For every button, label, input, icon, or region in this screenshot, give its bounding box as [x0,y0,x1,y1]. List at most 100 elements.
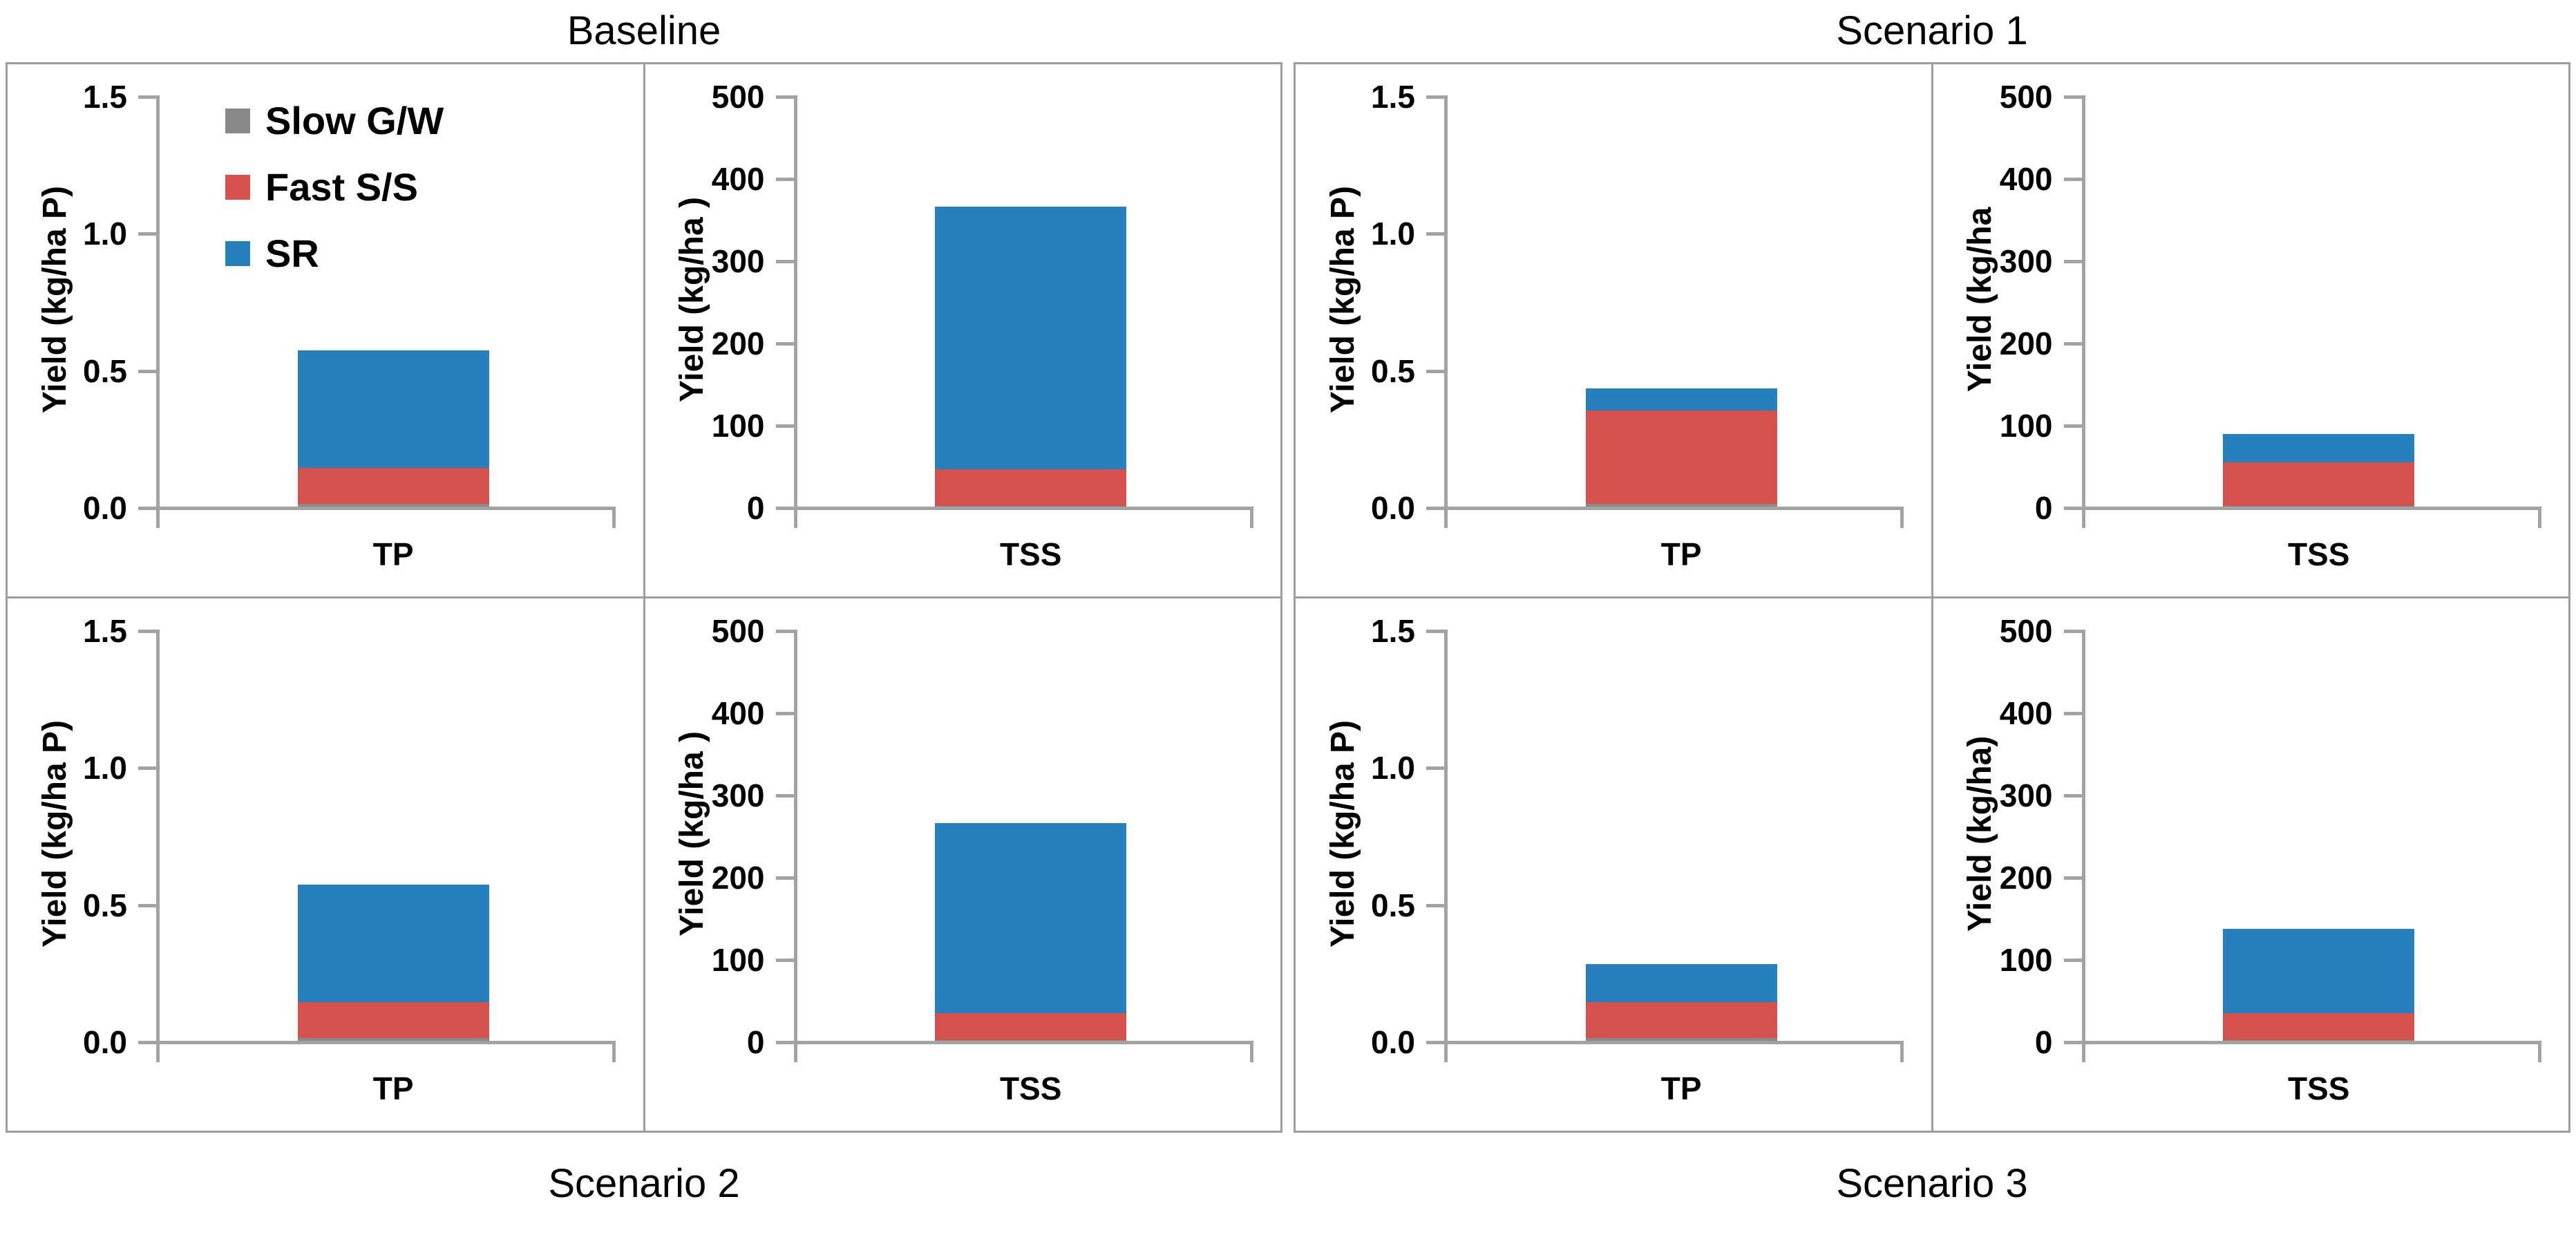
x-axis-tick [156,510,160,528]
y-tick-label: 0.5 [83,352,127,389]
y-axis-tick [2063,178,2082,181]
y-axis-title: Yield (kg/ha) [1962,735,1998,932]
y-tick-label: 0.0 [1371,1024,1415,1060]
y-tick-label: 100 [711,942,765,978]
x-axis-line [2081,1041,2541,1044]
legend-item: Slow G/W [225,101,444,141]
y-tick-label: 500 [711,613,765,649]
group-title-scenario-2: Scenario 2 [548,1161,740,1206]
y-axis-title: Yield (kg/ha P) [1324,719,1361,948]
y-tick-label: 0 [746,490,765,526]
bottom-titles-row: Scenario 2 Scenario 3 [0,1133,2576,1229]
y-axis-title: Yield (kg/ha ) [674,730,710,936]
y-axis-tick [138,903,156,907]
panel-scenario-3-tss: 0 100 200 300 400 500 Yield (kg/ha) TSS [1933,598,2568,1131]
x-category-label: TP [1660,1071,1702,1106]
x-axis-tick [2081,510,2085,528]
y-axis-tick [138,369,156,373]
bar-segment-fast [297,468,489,505]
bar-segment-fast [297,1002,489,1039]
bar-segment-slow [935,505,1127,507]
bar-segment-fast [1585,1002,1777,1039]
y-axis-tick [775,260,794,263]
y-tick-label: 400 [711,695,765,731]
x-axis-line [2081,507,2541,510]
y-tick-label: 200 [1999,860,2053,896]
y-tick-label: 0.0 [83,490,127,526]
panel-scenario-2-tp: 0.0 0.5 1.0 1.5 Yield (kg/ha P) TP [8,598,643,1131]
panel-scenario-1-tp: 0.0 0.5 1.0 1.5 Yield (kg/ha P) TP [1296,64,1931,596]
y-axis-tick [138,232,156,236]
y-axis-tick [775,630,794,633]
x-axis-line [793,507,1253,510]
bar-segment-sr [2223,434,2415,462]
y-tick-label: 0.0 [83,1024,127,1060]
y-axis-tick [775,712,794,715]
bar-segment-slow [297,504,489,507]
top-titles-row: Baseline Scenario 1 [0,0,2576,62]
y-axis-tick [1426,1041,1444,1044]
y-axis-tick [2063,876,2082,880]
y-axis-tick [2063,630,2082,633]
y-axis-tick [2063,424,2082,428]
y-axis-tick [138,507,156,510]
y-tick-label: 300 [711,777,765,813]
bar-segment-slow [935,1039,1127,1041]
y-axis-tick [775,959,794,962]
legend-label: Slow G/W [265,99,444,142]
y-axis-tick [775,95,794,99]
y-axis-tick [1426,369,1444,373]
group-left: 0.0 0.5 1.0 1.5 Yield (kg/ha P) TP Slow G/W Fas… [6,62,1282,1133]
x-category-label: TP [1660,536,1702,572]
y-tick-label: 1.0 [1371,216,1415,252]
panel-scenario-3-tp: 0.0 0.5 1.0 1.5 Yield (kg/ha P) TP [1296,598,1931,1131]
y-axis-tick [1426,766,1444,771]
y-axis-tick [2063,1041,2082,1044]
y-axis-tick [138,766,156,771]
y-tick-label: 500 [711,79,765,115]
y-axis-line [1444,95,1448,510]
bar-segment-slow [2223,1039,2415,1041]
x-axis-line [793,1041,1253,1044]
bar-segment-sr [1585,963,1777,1003]
group-right: 0.0 0.5 1.0 1.5 Yield (kg/ha P) TP 0 100 200 300… [1294,62,2570,1133]
bar-segment-slow [1585,1038,1777,1041]
bar-segment-slow [297,1038,489,1041]
y-tick-label: 1.5 [83,613,127,649]
y-axis-tick [138,630,156,633]
y-tick-label: 0.5 [83,887,127,923]
x-axis-tick [1444,510,1448,528]
x-axis-tick [156,1044,160,1062]
y-axis-tick [2063,260,2082,263]
y-axis-tick [775,424,794,428]
y-tick-label: 0 [2034,490,2053,526]
x-axis-line [156,1041,616,1044]
bar-segment-sr [1585,388,1777,411]
x-axis-tick [2081,1044,2085,1062]
x-category-label: TSS [2287,536,2350,572]
y-axis-tick [775,1041,794,1044]
y-tick-label: 0.0 [1371,490,1415,526]
y-tick-label: 0 [2034,1024,2053,1060]
bar-segment-fast [935,469,1127,506]
y-axis-tick [2063,794,2082,798]
y-axis-line [1444,630,1448,1044]
y-axis-title: Yield (kg/ha ) [674,196,710,402]
y-tick-label: 200 [711,326,765,361]
group-title-scenario-1: Scenario 1 [1836,8,2028,53]
x-axis-tick [793,1044,797,1062]
x-axis-tick [1249,1044,1253,1062]
bar-segment-fast [2223,462,2415,506]
panel-baseline-tss: 0 100 200 300 400 500 Yield (kg/ha ) TSS [645,64,1280,596]
x-category-label: TP [372,536,414,572]
y-axis-tick [2063,712,2082,715]
bar-segment-sr [935,206,1127,470]
y-axis-tick [1426,903,1444,907]
y-tick-label: 200 [1999,326,2053,361]
y-axis-title: Yield (kg/ha P) [36,719,73,948]
y-tick-label: 400 [1999,161,2053,197]
y-axis-tick [775,178,794,181]
bar-segment-sr [935,822,1127,1013]
group-title-baseline: Baseline [567,8,721,53]
y-tick-label: 1.5 [1371,613,1415,649]
